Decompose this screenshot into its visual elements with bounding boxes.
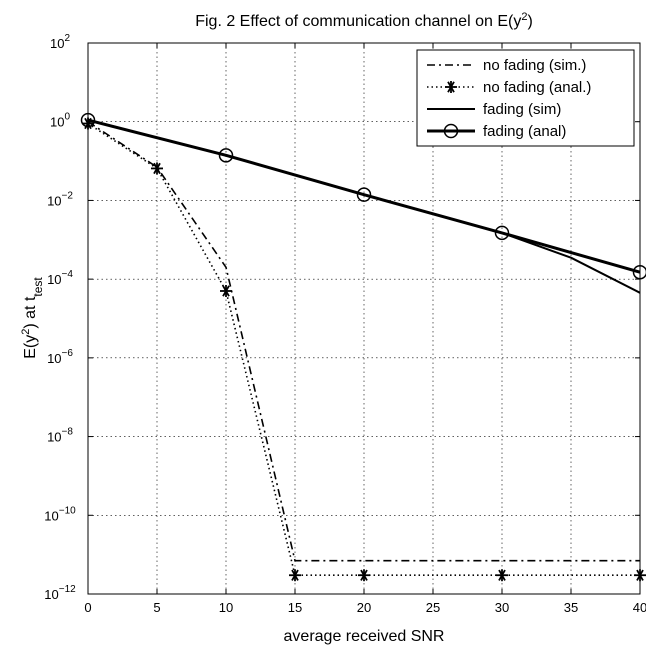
legend-item: fading (sim) <box>427 101 561 118</box>
x-axis-label: average received SNR <box>284 628 445 645</box>
legend-item: no fading (sim.) <box>427 57 586 74</box>
data-point <box>494 225 510 241</box>
legend-label: fading (sim) <box>483 101 561 118</box>
data-point <box>358 569 370 582</box>
legend-marker <box>443 123 459 139</box>
legend-label: no fading (anal.) <box>483 79 591 96</box>
data-point <box>289 569 301 582</box>
x-tick-label: 20 <box>357 600 371 615</box>
data-point <box>496 569 508 582</box>
legend-item: fading (anal) <box>427 123 566 140</box>
legend-marker <box>445 81 457 93</box>
legend: no fading (sim.) no fading (anal.) fading … <box>416 49 635 147</box>
legend-item: no fading (anal.) <box>427 79 591 96</box>
legend-label: fading (anal) <box>483 123 566 140</box>
data-point <box>218 148 234 163</box>
data-point <box>356 187 372 202</box>
data-point <box>151 162 163 175</box>
chart-title: Fig. 2 Effect of communication channel o… <box>195 11 533 30</box>
x-tick-label: 25 <box>426 600 440 615</box>
data-point <box>220 284 232 297</box>
series-line <box>87 121 640 562</box>
x-tick-label: 40 <box>633 600 646 615</box>
series-3 <box>80 112 646 280</box>
x-tick-label: 10 <box>219 600 233 615</box>
x-tick-label: 15 <box>288 600 302 615</box>
series-line <box>87 118 641 274</box>
x-tick-label: 35 <box>564 600 578 615</box>
x-tick-label: 0 <box>84 600 91 615</box>
x-tick-label: 5 <box>153 600 160 615</box>
x-tick-label: 30 <box>495 600 509 615</box>
series-0 <box>87 121 640 562</box>
legend-label: no fading (sim.) <box>483 57 586 74</box>
